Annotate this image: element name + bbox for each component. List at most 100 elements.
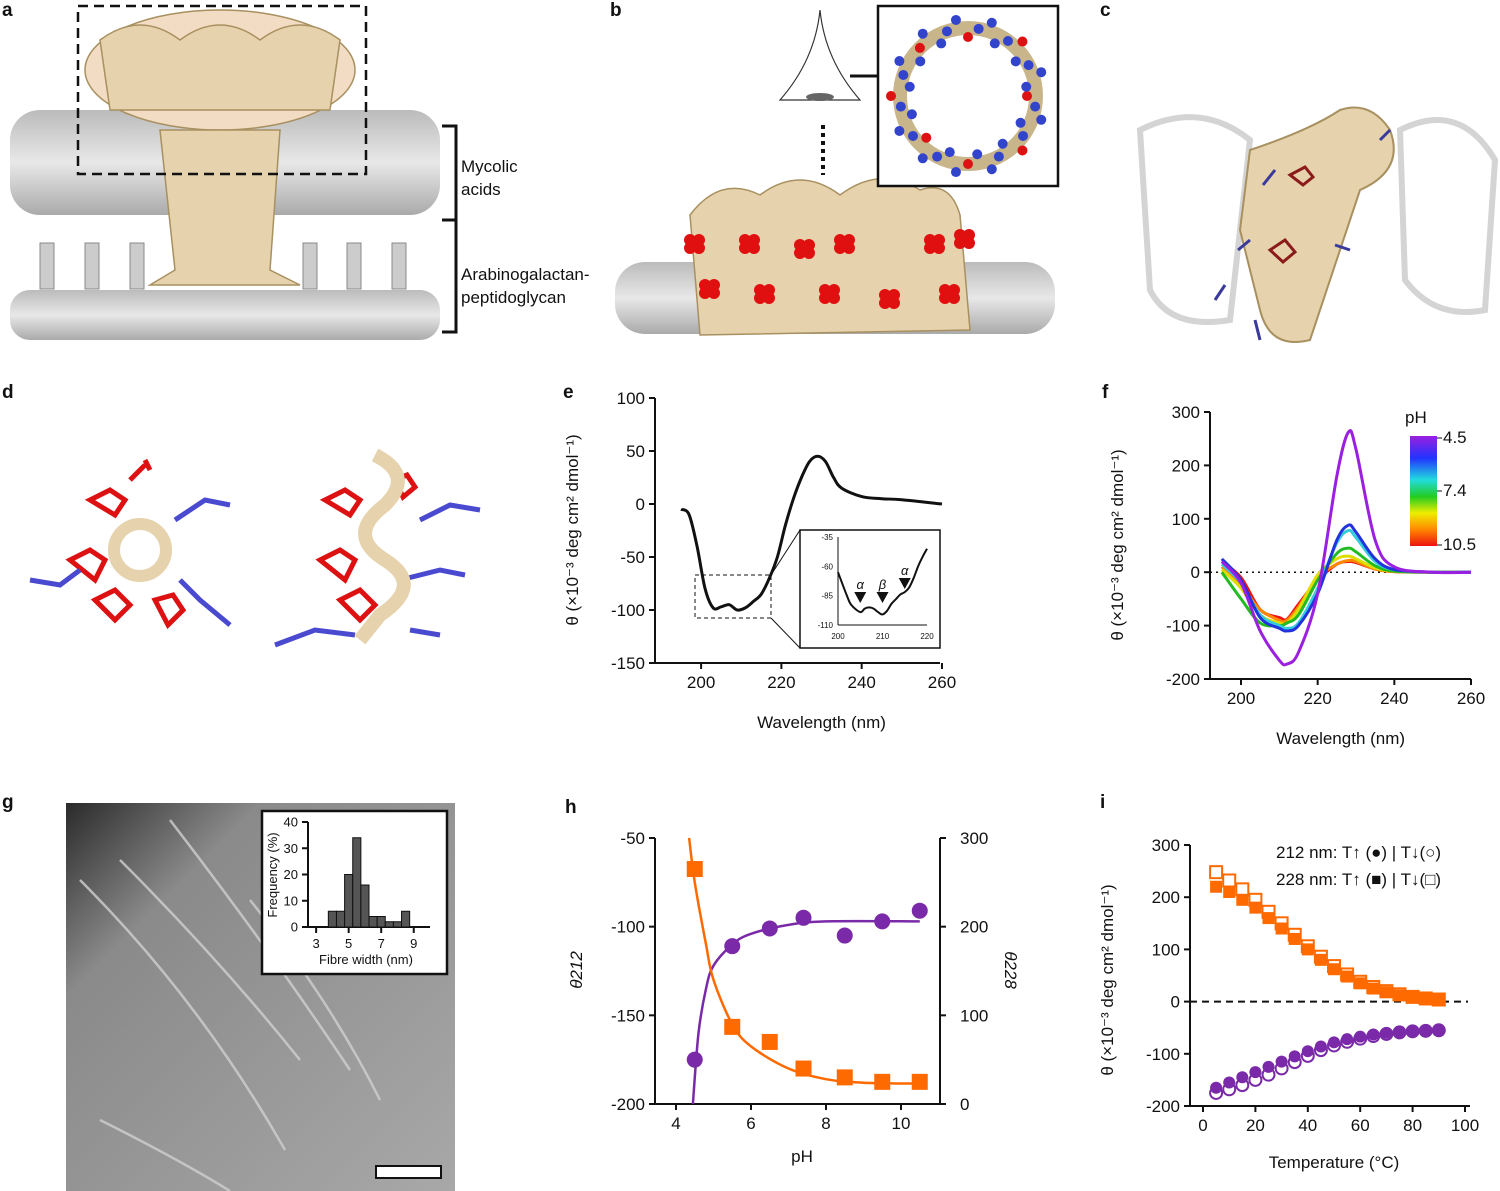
point-228-cooling <box>1405 989 1420 1004</box>
annotation: β <box>878 577 887 592</box>
red-residue-sphere <box>828 292 840 304</box>
point-212-cooling <box>1287 1055 1302 1070</box>
zoom-box <box>76 4 368 176</box>
y-tick-label: 50 <box>626 442 645 461</box>
inset-y-tick-label: -60 <box>821 562 833 571</box>
residue-sphere <box>1015 117 1026 128</box>
point-212-heating <box>1419 1024 1432 1037</box>
residue-sphere <box>906 109 917 120</box>
red-residue-sphere <box>933 242 945 254</box>
residue-sphere <box>894 56 905 67</box>
panel-d: d <box>2 382 481 648</box>
panel-label: d <box>2 382 14 403</box>
point-212-cooling <box>1392 1025 1407 1040</box>
y-tick-label: -100 <box>611 601 645 620</box>
residue-sphere <box>898 69 909 80</box>
fit-line-228 <box>687 837 920 1085</box>
residue-sphere <box>1030 101 1041 112</box>
red-residues <box>1267 165 1316 264</box>
point-212-cooling <box>1379 1026 1394 1041</box>
point-228-heating <box>1328 963 1340 976</box>
arabino-label: Arabinogalactan- <box>461 265 590 284</box>
x-tick-label: 100 <box>1451 1116 1479 1135</box>
y-tick-label: 0 <box>291 920 298 935</box>
helix-top-view <box>108 518 172 582</box>
point-212-cooling <box>1366 1029 1381 1044</box>
point-228 <box>686 861 703 878</box>
y-tick-label: -100 <box>611 918 645 937</box>
point-212-heating <box>1393 1025 1406 1038</box>
point-228-heating <box>1210 880 1223 893</box>
red-residue-sphere <box>803 247 815 259</box>
point-228-cooling <box>1300 939 1315 954</box>
panel-c: c <box>1100 0 1499 343</box>
residue-sphere <box>1002 35 1013 46</box>
point-228-cooling <box>1392 987 1407 1002</box>
x-tick-label: 200 <box>687 673 715 692</box>
residue-sphere <box>1021 81 1032 92</box>
point-228-cooling <box>1209 865 1224 880</box>
legend-entry: 228 nm: T↑ (■) | T↓(□) <box>1276 870 1441 889</box>
red-residue-sphere <box>834 242 846 254</box>
residue-sphere <box>917 153 928 164</box>
inset-frame <box>799 529 941 649</box>
pore-ring <box>886 14 1047 178</box>
point-228-cooling <box>1340 967 1355 982</box>
zoom-connector <box>770 529 801 576</box>
mycolic-label: Mycolic <box>461 157 518 176</box>
point-228-cooling <box>1261 904 1276 919</box>
red-residue-sphere <box>963 237 975 249</box>
panel-label: g <box>2 792 14 813</box>
inset-x-tick-label: 220 <box>920 632 934 641</box>
residue-sphere <box>894 125 905 136</box>
right-y-tick-label: 200 <box>960 918 988 937</box>
fibre-width-histogram: 3 5 7 9 0 10 20 30 40 Fibre width (nm) Frequency (… <box>265 815 430 967</box>
point-212-cooling <box>1248 1072 1263 1087</box>
assembly-protein <box>689 178 971 336</box>
residue-sphere <box>1010 56 1021 67</box>
y-axis-label: Frequency (%) <box>265 832 280 917</box>
arrowhead-marker <box>854 592 867 603</box>
y-axis-label: θ (×10⁻³ deg cm² dmol⁻¹) <box>563 434 582 625</box>
point-228-cooling <box>1418 991 1433 1006</box>
x-tick-label: 20 <box>1246 1116 1265 1135</box>
y-tick-label: 10 <box>284 893 298 908</box>
residue-sphere <box>1036 114 1047 125</box>
red-residue-sphere <box>754 292 766 304</box>
x-axis-label: Wavelength (nm) <box>757 713 886 732</box>
red-residue-sphere <box>843 242 855 254</box>
x-tick-label: 8 <box>821 1114 830 1133</box>
eye-icon <box>778 9 862 101</box>
residue-sphere <box>973 23 984 34</box>
point-228 <box>761 1033 778 1050</box>
point-228 <box>874 1073 891 1090</box>
x-axis-label: Wavelength (nm) <box>1276 729 1405 748</box>
residue-sphere <box>886 91 896 101</box>
point-212 <box>911 902 928 919</box>
point-212-cooling <box>1340 1034 1355 1049</box>
bracket <box>442 124 458 334</box>
x-tick-label: 220 <box>767 673 795 692</box>
red-residue-sphere <box>888 297 900 309</box>
residue-sphere <box>941 26 952 37</box>
x-tick-label: 9 <box>410 936 417 951</box>
point-228-cooling <box>1248 892 1263 907</box>
y-tick-label: -150 <box>611 654 645 673</box>
residue-sphere <box>963 32 973 42</box>
mycolic-label: acids <box>461 180 501 199</box>
point-212 <box>761 920 778 937</box>
point-228-heating <box>1367 982 1380 995</box>
point-212 <box>836 927 853 944</box>
point-228-heating <box>1393 989 1406 1002</box>
point-212-heating <box>1314 1040 1327 1053</box>
point-228 <box>724 1018 741 1035</box>
red-residue-sphere <box>939 292 951 304</box>
y-tick-label: 200 <box>1152 888 1180 907</box>
residue-sphere <box>997 138 1008 149</box>
residue-sphere <box>993 151 1004 162</box>
chart-e: e 200 220 240 260 100 50 0 -50 -100 -150 Wavelength… <box>563 382 956 732</box>
inset-y-tick-label: -85 <box>821 592 833 601</box>
y-tick-label: 200 <box>1172 456 1200 475</box>
residue-sphere <box>1023 60 1034 71</box>
arrowhead-marker <box>876 592 889 603</box>
